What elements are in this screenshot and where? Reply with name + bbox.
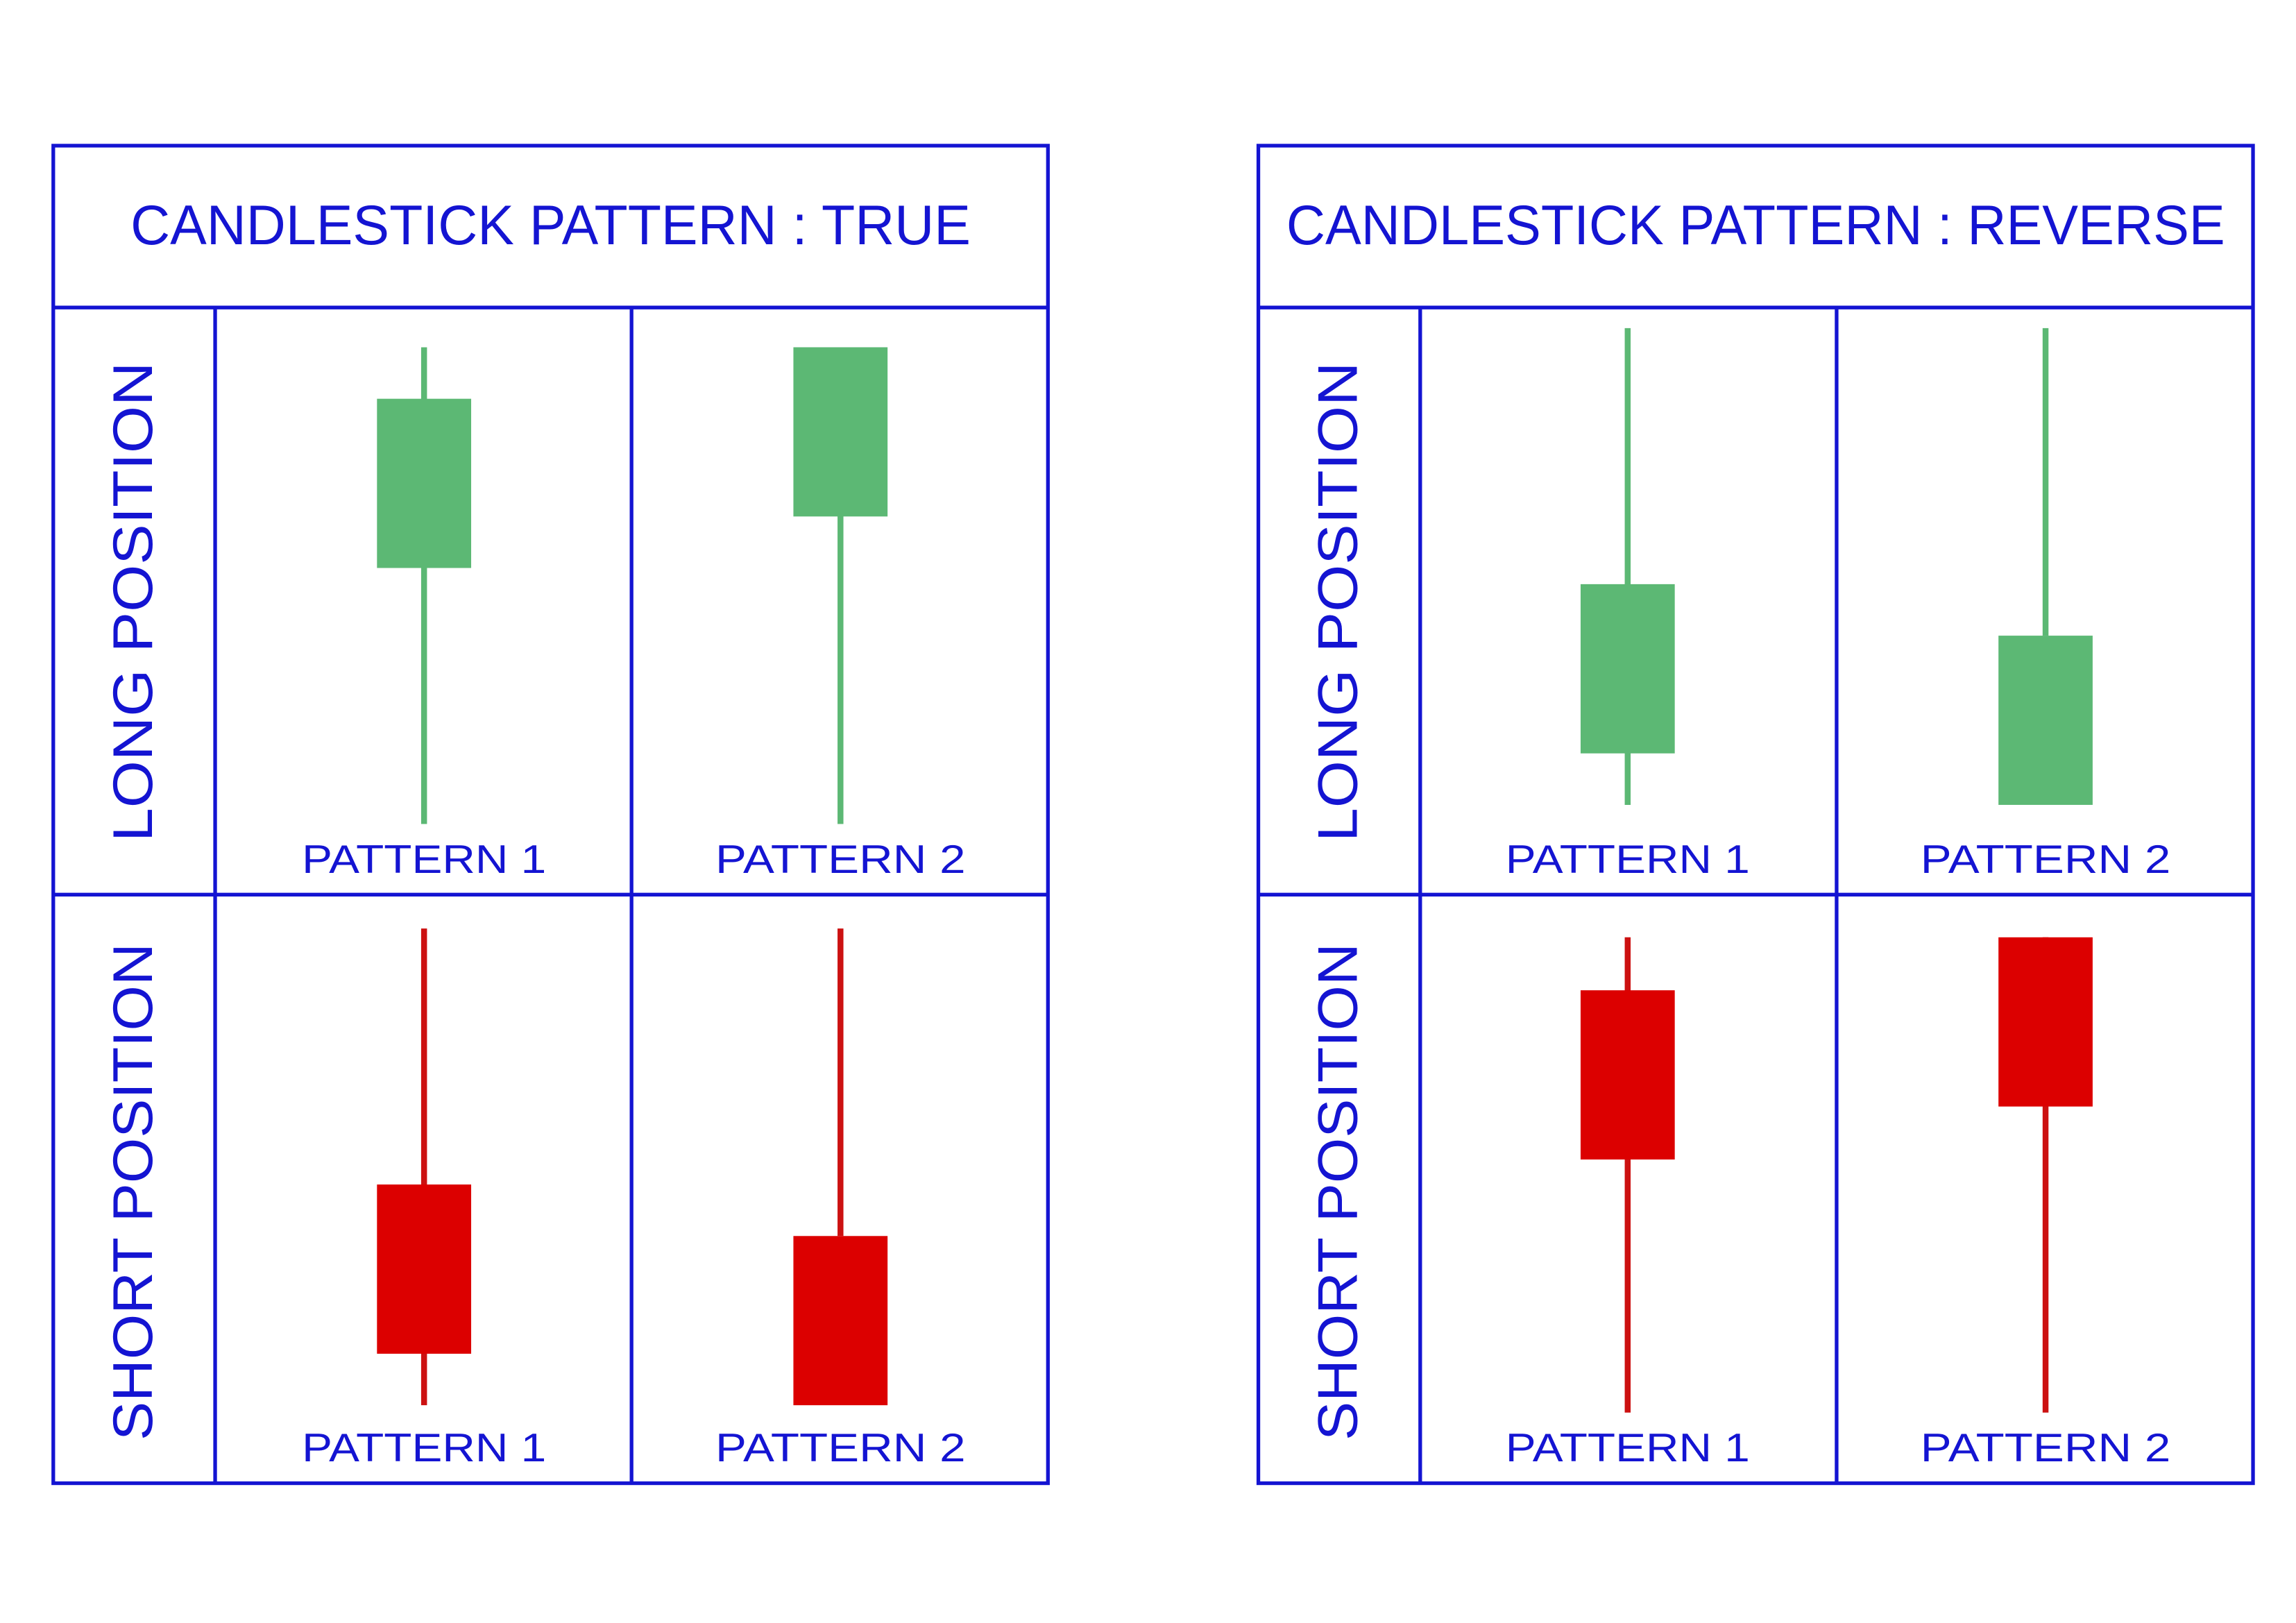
candle-body xyxy=(1580,990,1675,1160)
panel-reverse: CANDLESTICK PATTERN : REVERSE LONG POSIT… xyxy=(1256,144,2255,1486)
cell-label: PATTERN 2 xyxy=(715,1426,965,1470)
row-label: SHORT POSITION xyxy=(102,943,164,1441)
panel-title: CANDLESTICK PATTERN : TRUE xyxy=(130,194,971,257)
panel-true: CANDLESTICK PATTERN : TRUE LONG POSITION… xyxy=(51,144,1050,1486)
cell-label: PATTERN 1 xyxy=(1506,1426,1750,1470)
candle-body xyxy=(1998,937,2093,1107)
cell-label: PATTERN 2 xyxy=(715,838,965,882)
panel-frame xyxy=(1256,144,2255,1486)
cell-label: PATTERN 1 xyxy=(1506,838,1750,882)
cell-label: PATTERN 1 xyxy=(302,838,546,882)
candle-body xyxy=(793,347,888,517)
candle-body xyxy=(377,1184,472,1354)
cell-label: PATTERN 2 xyxy=(1921,838,2170,882)
row-label: LONG POSITION xyxy=(1307,362,1370,842)
candle-body xyxy=(793,1236,888,1406)
panel-title: CANDLESTICK PATTERN : REVERSE xyxy=(1286,194,2225,257)
candle-body xyxy=(377,398,472,568)
candle-body xyxy=(1998,636,2093,805)
row-label: LONG POSITION xyxy=(102,362,164,842)
candle-body xyxy=(1580,584,1675,754)
row-label: SHORT POSITION xyxy=(1307,943,1370,1441)
panel-frame xyxy=(51,144,1050,1486)
cell-label: PATTERN 1 xyxy=(302,1426,546,1470)
cell-label: PATTERN 2 xyxy=(1921,1426,2170,1470)
